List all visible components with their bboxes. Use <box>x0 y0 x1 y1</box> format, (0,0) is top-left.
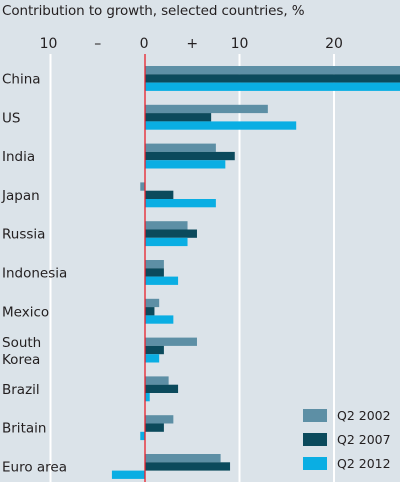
bar <box>145 104 268 114</box>
bar <box>145 268 164 277</box>
bar <box>111 470 145 479</box>
bar <box>145 315 174 324</box>
tick-label: + <box>186 36 198 52</box>
category-label: Russia <box>2 227 45 243</box>
bar <box>145 337 197 346</box>
category-label: Japan <box>1 188 40 204</box>
tick-label: 20 <box>325 36 343 52</box>
bar <box>145 462 231 471</box>
tick-label: 0 <box>140 36 149 52</box>
bar <box>145 237 188 247</box>
category-label: Brazil <box>2 382 40 398</box>
bar <box>145 345 164 355</box>
legend-swatch <box>303 409 327 422</box>
bar <box>145 74 400 83</box>
category-label: Mexico <box>2 304 49 320</box>
category-label: South <box>2 335 41 351</box>
bar <box>145 82 400 91</box>
bar <box>145 307 155 316</box>
tick-label: – <box>94 36 101 52</box>
legend-swatch <box>303 457 327 470</box>
category-label: Indonesia <box>2 265 67 281</box>
category-label: India <box>2 149 35 165</box>
category-label: Euro area <box>2 459 67 475</box>
category-label: Britain <box>2 421 46 437</box>
bar <box>145 113 212 122</box>
category-label: Korea <box>2 352 40 368</box>
bar <box>145 276 179 285</box>
bar <box>145 393 150 402</box>
legend-swatch <box>303 433 327 446</box>
bar <box>145 160 226 169</box>
bar <box>145 298 160 308</box>
bar <box>140 182 145 191</box>
bar <box>145 384 179 393</box>
bar <box>145 354 160 363</box>
bar <box>145 376 169 385</box>
bar <box>145 66 400 75</box>
bar <box>145 260 164 269</box>
bar <box>145 229 197 238</box>
legend-label: Q2 2012 <box>337 456 391 471</box>
legend-label: Q2 2002 <box>337 408 391 423</box>
category-label: China <box>2 71 41 87</box>
tick-label: 10 <box>231 36 249 52</box>
bar <box>145 454 221 463</box>
bar <box>145 423 164 432</box>
bar <box>145 415 174 424</box>
bar <box>140 431 145 441</box>
legend-label: Q2 2007 <box>337 432 391 447</box>
bar <box>145 221 188 230</box>
tick-label: 10 <box>40 36 58 52</box>
bar <box>145 121 297 130</box>
bar <box>145 151 235 161</box>
chart-title: Contribution to growth, selected countri… <box>2 3 305 19</box>
bar <box>145 143 216 152</box>
bar <box>145 199 216 208</box>
category-label: US <box>2 110 20 126</box>
bar <box>145 190 174 199</box>
